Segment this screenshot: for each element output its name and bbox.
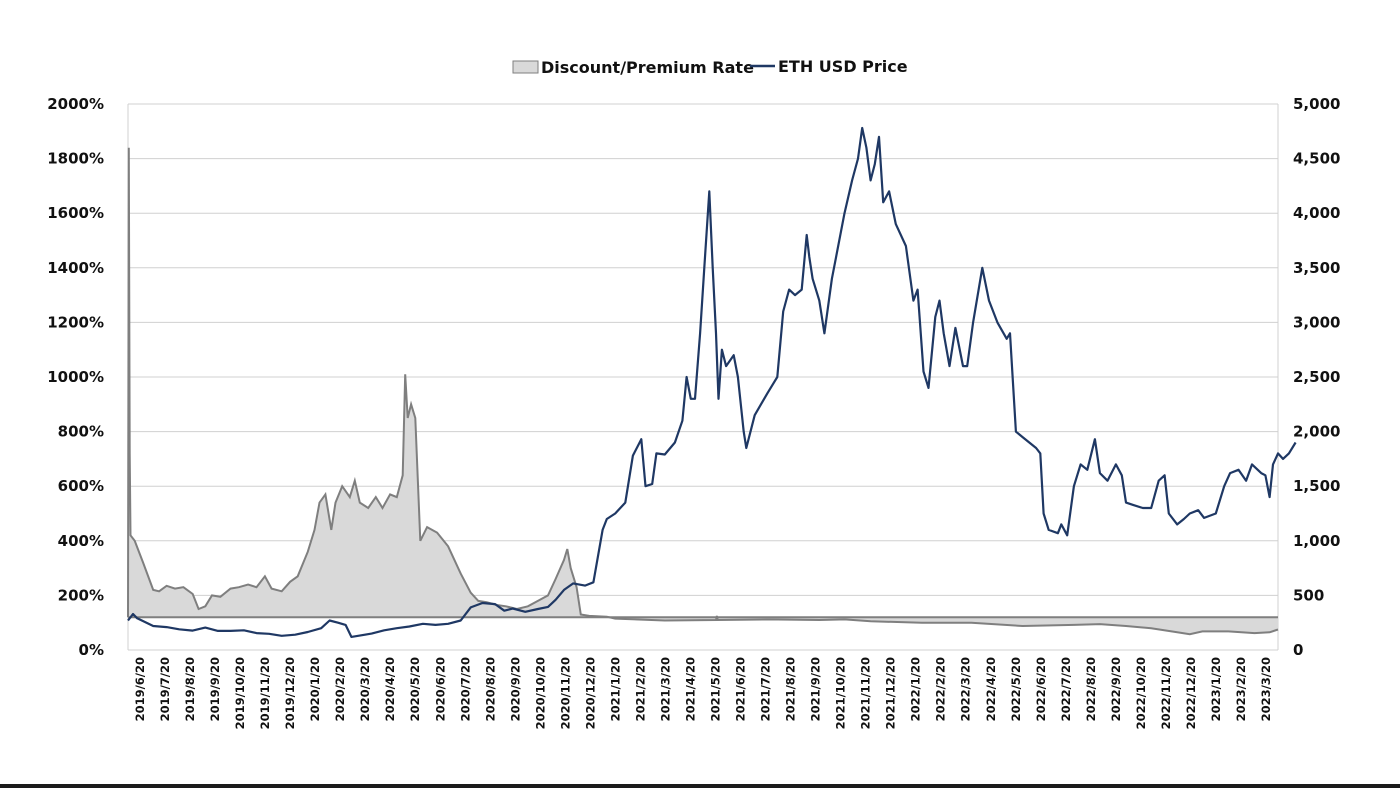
right-axis-tick-label: 3,500 [1293,259,1340,277]
x-axis-tick-label: 2023/2/20 [1234,657,1248,721]
x-axis-tick-label: 2021/9/20 [809,657,823,721]
x-axis-tick-label: 2021/6/20 [734,657,748,721]
right-y-axis: 0 500 1,000 1,500 2,000 2,500 3,000 3,500 4,000 4… [1293,95,1340,659]
x-axis-tick-label: 2020/11/20 [558,657,572,729]
left-axis-tick-label: 0% [79,641,104,659]
legend-swatch-area [512,60,539,74]
right-axis-tick-label: 0 [1293,641,1303,659]
x-axis-tick-label: 2019/12/20 [283,657,297,729]
x-axis-tick-label: 2019/7/20 [158,657,172,721]
x-axis-tick-label: 2020/9/20 [508,657,522,721]
right-axis-tick-label: 2,000 [1293,423,1340,441]
x-axis-tick-label: 2019/11/20 [258,657,272,729]
x-axis-tick-label: 2020/3/20 [358,657,372,721]
x-axis-tick-label: 2021/10/20 [834,657,848,729]
right-axis-tick-label: 5,000 [1293,95,1340,113]
right-axis-tick-label: 2,500 [1293,368,1340,386]
bottom-border [0,784,1400,788]
x-axis-tick-label: 2019/9/20 [208,657,222,721]
x-axis-tick-label: 2021/5/20 [709,657,723,721]
x-axis-tick-label: 2021/2/20 [633,657,647,721]
x-axis-tick-label: 2020/1/20 [308,657,322,721]
right-axis-tick-label: 4,000 [1293,204,1340,222]
x-axis-tick-label: 2020/10/20 [533,657,547,729]
x-axis-tick-label: 2021/11/20 [859,657,873,729]
x-axis-tick-label: 2023/3/20 [1259,657,1273,721]
x-axis-tick-label: 2021/1/20 [608,657,622,721]
discount-premium-area-series [127,147,1279,636]
x-axis-tick-label: 2022/12/20 [1184,657,1198,729]
x-axis-tick-label: 2022/6/20 [1034,657,1048,721]
discount-premium-area-fill [128,147,1278,635]
x-axis-tick-label: 2019/10/20 [233,657,247,729]
right-axis-tick-label: 1,500 [1293,477,1340,495]
x-axis-tick-label: 2021/7/20 [759,657,773,721]
legend: Discount/Premium Rate ETH USD Price [512,57,908,77]
left-axis-tick-label: 600% [58,477,104,495]
x-axis-tick-label: 2020/12/20 [583,657,597,729]
left-axis-tick-label: 1800% [47,150,104,168]
x-axis-tick-label: 2022/11/20 [1159,657,1173,729]
legend-label-line: ETH USD Price [778,57,908,76]
x-axis-tick-label: 2022/2/20 [934,657,948,721]
left-axis-tick-label: 400% [58,532,104,550]
x-axis-tick-label: 2022/5/20 [1009,657,1023,721]
x-axis-tick-label: 2020/5/20 [408,657,422,721]
left-axis-tick-label: 1400% [47,259,104,277]
x-axis-tick-label: 2020/4/20 [383,657,397,721]
x-axis-tick-label: 2022/9/20 [1109,657,1123,721]
x-axis: 2019/6/20 2019/7/20 2019/8/20 2019/9/20 2019… [133,657,1273,729]
left-y-axis: 0% 200% 400% 600% 800% 1000% 1200% 1400% 1600% 18… [47,95,104,659]
x-axis-tick-label: 2021/4/20 [683,657,697,721]
x-axis-tick-label: 2022/4/20 [984,657,998,721]
x-axis-tick-label: 2020/2/20 [333,657,347,721]
left-axis-tick-label: 1000% [47,368,104,386]
left-axis-tick-label: 2000% [47,95,104,113]
left-axis-tick-label: 800% [58,423,104,441]
left-axis-tick-label: 200% [58,586,104,604]
x-axis-tick-label: 2022/3/20 [959,657,973,721]
x-axis-tick-label: 2019/6/20 [133,657,147,721]
x-axis-tick-label: 2022/1/20 [909,657,923,721]
right-axis-tick-label: 3,000 [1293,313,1340,331]
eth-price-line [127,126,1297,638]
x-axis-tick-label: 2021/3/20 [658,657,672,721]
x-axis-tick-label: 2022/7/20 [1059,657,1073,721]
x-axis-tick-label: 2020/7/20 [458,657,472,721]
x-axis-tick-label: 2020/8/20 [483,657,497,721]
x-axis-tick-label: 2022/8/20 [1084,657,1098,721]
x-axis-tick-label: 2021/8/20 [784,657,798,721]
x-axis-tick-label: 2023/1/20 [1209,657,1223,721]
x-axis-tick-label: 2022/10/20 [1134,657,1148,729]
x-axis-tick-label: 2020/6/20 [433,657,447,721]
right-axis-tick-label: 500 [1293,586,1324,604]
eth-price-line-series [127,126,1297,638]
left-axis-tick-label: 1200% [47,313,104,331]
x-axis-tick-label: 2019/8/20 [183,657,197,721]
right-axis-tick-label: 4,500 [1293,150,1340,168]
left-axis-tick-label: 1600% [47,204,104,222]
legend-label-area: Discount/Premium Rate [541,58,754,77]
right-axis-tick-label: 1,000 [1293,532,1340,550]
x-axis-tick-label: 2021/12/20 [884,657,898,729]
discount-premium-area-outline [127,147,1279,636]
